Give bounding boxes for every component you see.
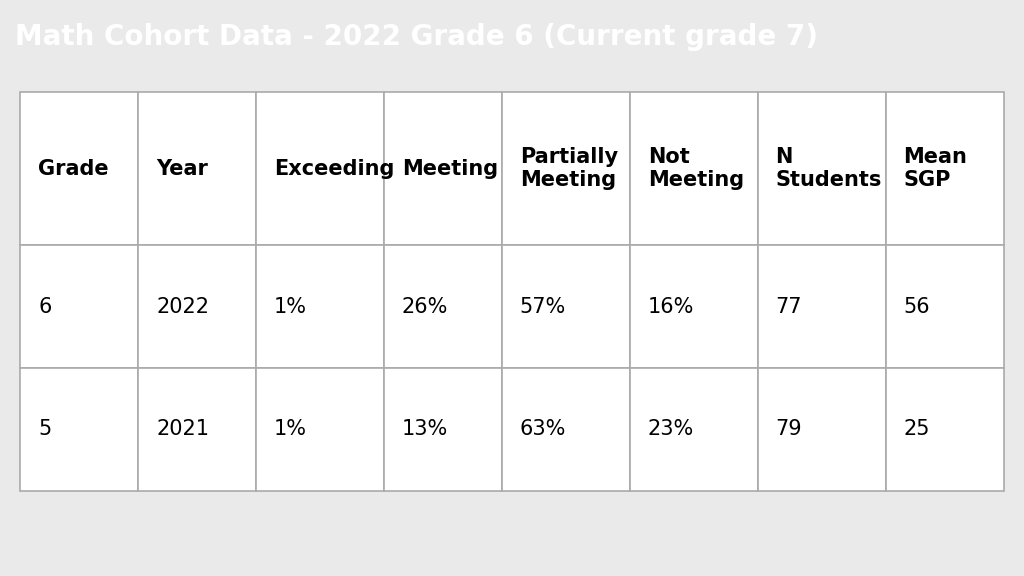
Text: 26%: 26% bbox=[401, 297, 449, 317]
Bar bbox=[630, 368, 758, 491]
Text: 23%: 23% bbox=[647, 419, 694, 439]
Bar bbox=[758, 92, 886, 245]
Text: 2022: 2022 bbox=[156, 297, 209, 317]
Bar bbox=[630, 92, 758, 245]
Text: Mean
SGP: Mean SGP bbox=[903, 147, 967, 191]
Text: 56: 56 bbox=[903, 297, 930, 317]
Text: Exceeding: Exceeding bbox=[274, 159, 394, 179]
Text: Not
Meeting: Not Meeting bbox=[647, 147, 743, 191]
Bar bbox=[502, 368, 630, 491]
Text: 2021: 2021 bbox=[156, 419, 209, 439]
Bar bbox=[20, 245, 138, 368]
Text: 13%: 13% bbox=[401, 419, 449, 439]
Bar bbox=[256, 368, 384, 491]
Bar bbox=[886, 92, 1004, 245]
Text: 16%: 16% bbox=[647, 297, 694, 317]
Text: Math Cohort Data - 2022 Grade 6 (Current grade 7): Math Cohort Data - 2022 Grade 6 (Current… bbox=[15, 24, 818, 51]
Text: N
Students: N Students bbox=[775, 147, 882, 191]
Text: 25: 25 bbox=[903, 419, 930, 439]
Bar bbox=[886, 245, 1004, 368]
Text: 57%: 57% bbox=[520, 297, 566, 317]
Bar bbox=[256, 245, 384, 368]
Bar bbox=[138, 245, 256, 368]
Bar bbox=[138, 368, 256, 491]
Text: 1%: 1% bbox=[274, 297, 307, 317]
Bar bbox=[20, 368, 138, 491]
Bar bbox=[758, 245, 886, 368]
Bar bbox=[758, 368, 886, 491]
Bar bbox=[886, 368, 1004, 491]
Text: Grade: Grade bbox=[38, 159, 109, 179]
Text: Partially
Meeting: Partially Meeting bbox=[520, 147, 618, 191]
Bar bbox=[630, 245, 758, 368]
Bar bbox=[384, 92, 502, 245]
Text: Meeting: Meeting bbox=[401, 159, 498, 179]
Bar bbox=[256, 92, 384, 245]
Text: 1%: 1% bbox=[274, 419, 307, 439]
Bar bbox=[138, 92, 256, 245]
Text: 6: 6 bbox=[38, 297, 51, 317]
Text: 77: 77 bbox=[775, 297, 802, 317]
Bar bbox=[502, 245, 630, 368]
Text: Year: Year bbox=[156, 159, 208, 179]
Bar bbox=[384, 245, 502, 368]
Text: 63%: 63% bbox=[520, 419, 566, 439]
Text: 79: 79 bbox=[775, 419, 802, 439]
Bar bbox=[20, 92, 138, 245]
Bar bbox=[384, 368, 502, 491]
Bar bbox=[502, 92, 630, 245]
Text: 5: 5 bbox=[38, 419, 51, 439]
